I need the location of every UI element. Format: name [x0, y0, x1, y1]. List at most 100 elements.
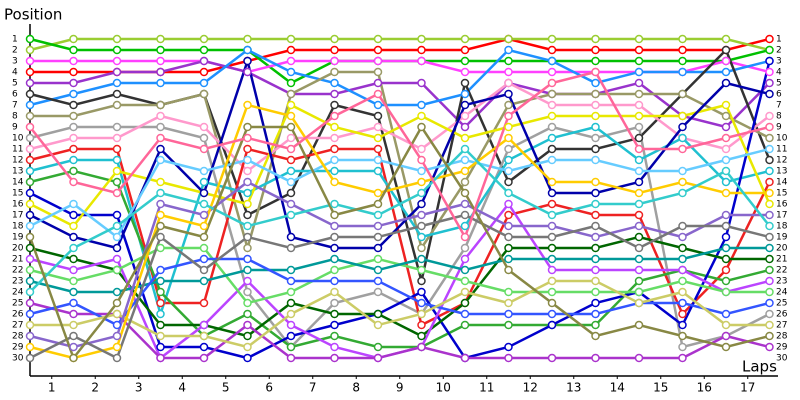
- point: [373, 342, 383, 352]
- y-tick-label: 13: [12, 167, 23, 177]
- point: [199, 56, 209, 66]
- point: [547, 188, 557, 198]
- point: [330, 298, 339, 308]
- point: [547, 100, 557, 110]
- point: [373, 265, 383, 275]
- y-tick-label: 7: [12, 101, 18, 111]
- point: [504, 56, 513, 66]
- point: [199, 353, 209, 363]
- point: [156, 100, 165, 110]
- point: [460, 177, 470, 187]
- point: [634, 232, 644, 242]
- point: [373, 287, 383, 297]
- point: [286, 78, 296, 88]
- point: [286, 89, 296, 99]
- point: [765, 221, 774, 231]
- point: [504, 353, 513, 363]
- point: [243, 67, 252, 77]
- point: [286, 188, 296, 198]
- point: [112, 232, 122, 242]
- point: [634, 34, 644, 44]
- point: [591, 254, 600, 264]
- series-line: [30, 59, 771, 129]
- y-tick-label: 12: [12, 156, 23, 166]
- y-tick-label-right: 4: [776, 68, 782, 78]
- y-tick-label: 19: [12, 233, 24, 243]
- series-line: [30, 279, 770, 349]
- point: [243, 309, 252, 319]
- point: [373, 56, 383, 66]
- point: [504, 232, 513, 242]
- y-tick-label-right: 24: [776, 288, 788, 298]
- point: [69, 78, 78, 88]
- series-line: [29, 147, 771, 293]
- point: [504, 298, 513, 308]
- point: [721, 78, 731, 88]
- point: [25, 188, 35, 198]
- point: [634, 78, 644, 88]
- point: [25, 45, 35, 55]
- point: [765, 320, 774, 330]
- point: [765, 298, 774, 308]
- point: [25, 342, 35, 352]
- point: [460, 34, 470, 44]
- point: [286, 166, 296, 176]
- point: [25, 298, 35, 308]
- point: [243, 221, 252, 231]
- point: [69, 221, 78, 231]
- point: [330, 78, 339, 88]
- x-tick-label: 12: [523, 381, 538, 395]
- series-line: [29, 169, 770, 349]
- series-line: [29, 180, 770, 349]
- point: [417, 144, 426, 154]
- point: [417, 199, 426, 209]
- point: [330, 265, 339, 275]
- point: [460, 89, 470, 99]
- point: [112, 298, 122, 308]
- point: [25, 111, 35, 121]
- point: [286, 309, 296, 319]
- point: [25, 122, 35, 132]
- point: [112, 188, 122, 198]
- point: [373, 144, 383, 154]
- point: [330, 243, 339, 253]
- point: [156, 177, 165, 187]
- point: [765, 243, 774, 253]
- point: [243, 155, 252, 165]
- point: [286, 265, 296, 275]
- point: [243, 188, 252, 198]
- y-tick-label: 9: [12, 123, 18, 133]
- point: [69, 89, 78, 99]
- y-tick-label-right: 15: [776, 189, 787, 199]
- point: [373, 232, 383, 242]
- point: [504, 254, 513, 264]
- point: [504, 111, 513, 121]
- x-tick-label: 7: [309, 381, 317, 395]
- point: [460, 265, 470, 275]
- point: [547, 144, 557, 154]
- point: [591, 265, 600, 275]
- point: [634, 89, 644, 99]
- point: [286, 133, 296, 143]
- series-line: [29, 60, 771, 360]
- point: [156, 309, 165, 319]
- point: [112, 254, 122, 264]
- point: [634, 210, 644, 220]
- point: [286, 144, 296, 154]
- point: [112, 144, 122, 154]
- y-axis-title: Position: [4, 6, 62, 24]
- point: [547, 45, 557, 55]
- point: [417, 34, 426, 44]
- point: [765, 56, 774, 66]
- point: [417, 45, 426, 55]
- point: [286, 298, 296, 308]
- point: [286, 56, 296, 66]
- point: [678, 34, 687, 44]
- series-line: [29, 56, 770, 250]
- y-tick-label: 21: [12, 255, 23, 265]
- point: [243, 298, 252, 308]
- point: [199, 199, 209, 209]
- point: [243, 276, 252, 286]
- point: [721, 254, 731, 264]
- point: [25, 155, 35, 165]
